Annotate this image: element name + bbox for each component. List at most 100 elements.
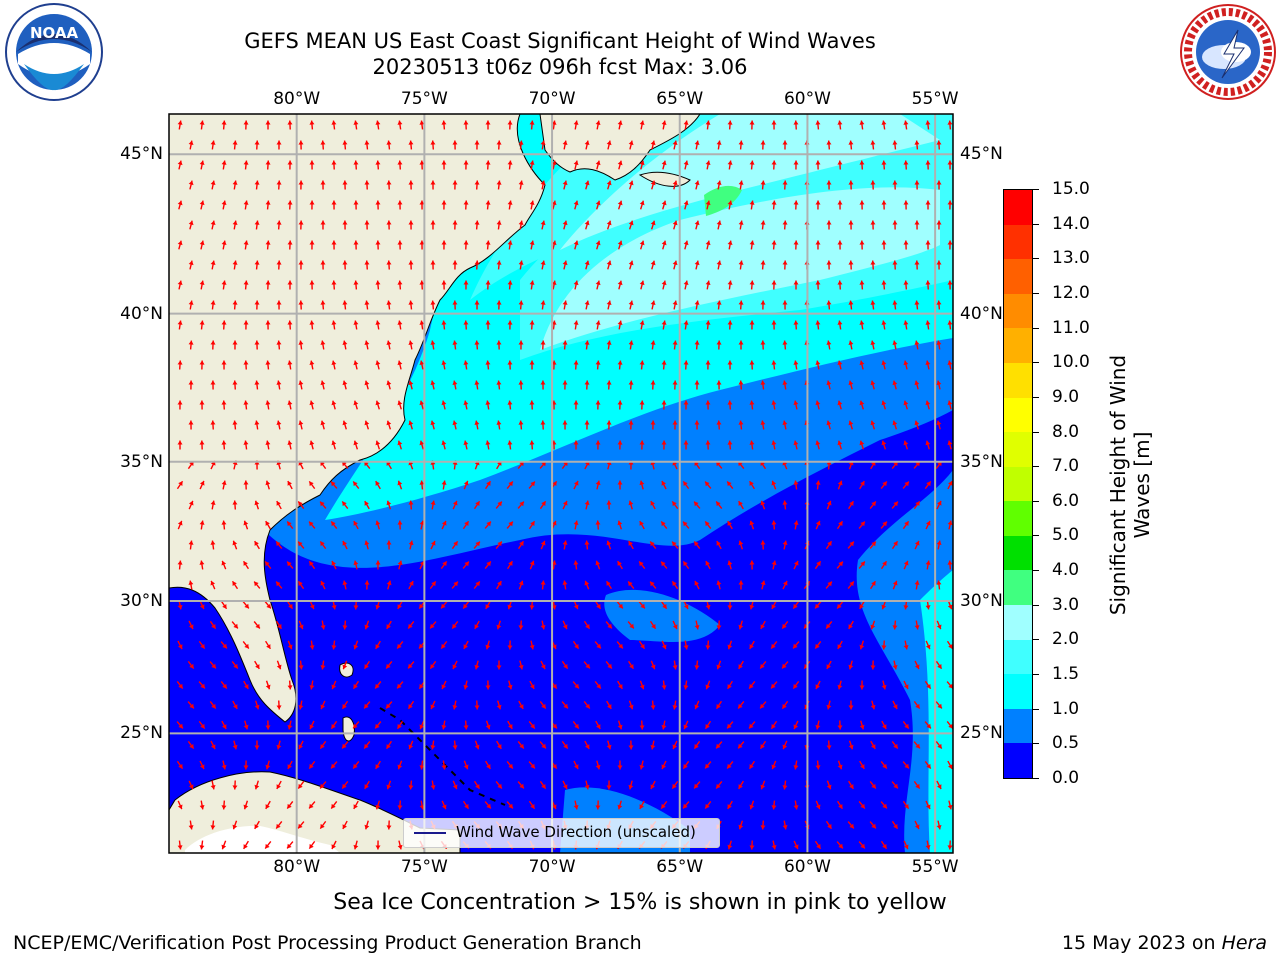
wind-arrow-head — [672, 665, 678, 670]
wind-arrow-head — [342, 140, 348, 145]
wind-arrow-head — [859, 685, 865, 690]
wind-arrow-head — [178, 644, 183, 650]
wind-arrow-head — [705, 240, 711, 246]
wind-arrow-head — [364, 300, 370, 305]
wind-arrow-head — [287, 160, 293, 165]
wind-arrow-head — [628, 180, 634, 186]
wind-arrow-head — [672, 501, 677, 507]
wind-arrow-head — [584, 784, 590, 790]
wind-arrow-head — [771, 723, 776, 729]
wind-arrow-head — [496, 624, 502, 630]
wind-arrow-head — [617, 765, 623, 770]
wind-arrow-head — [507, 400, 513, 405]
wind-arrow-head — [210, 540, 216, 545]
wind-arrow-head — [463, 440, 469, 446]
wind-arrow-head — [375, 360, 381, 366]
wind-arrow-head — [287, 440, 293, 446]
wind-arrow-head — [298, 220, 304, 225]
wind-arrow-head — [639, 160, 645, 166]
wind-arrow-head — [243, 360, 249, 365]
wind-arrow-head — [276, 140, 282, 145]
wind-arrow-head — [320, 501, 325, 507]
wind-arrow-head — [903, 844, 909, 850]
wind-arrow-head — [837, 644, 842, 649]
wind-arrow-head — [540, 180, 546, 186]
wind-arrow-head — [320, 743, 325, 749]
wind-arrow-head — [232, 180, 238, 185]
wind-arrow-head — [749, 804, 755, 810]
wind-arrow-head — [221, 844, 227, 850]
wind-arrow-head — [287, 521, 292, 527]
wind-arrow-head — [892, 580, 898, 586]
noaa-logo-text: NOAA — [30, 24, 79, 42]
wind-arrow-head — [903, 200, 909, 205]
wind-arrow-head — [254, 420, 260, 425]
wind-arrow-head — [683, 280, 689, 286]
wind-arrow-head — [298, 823, 303, 829]
colorbar-tick — [1033, 639, 1039, 641]
wind-arrow-head — [519, 783, 524, 789]
lon-label-top: 65°W — [656, 89, 704, 109]
wind-arrow-head — [266, 603, 271, 609]
wind-arrow-head — [331, 120, 337, 125]
wind-arrow-head — [364, 180, 370, 185]
wind-arrow-head — [508, 803, 513, 809]
wind-arrow-head — [507, 160, 513, 165]
wind-arrow-head — [617, 160, 623, 166]
wind-arrow-head — [463, 764, 469, 770]
wind-arrow-head — [760, 140, 766, 145]
wind-arrow-head — [408, 220, 414, 225]
wind-arrow-head — [683, 320, 689, 325]
wind-arrow-head — [265, 360, 271, 365]
wind-arrow-head — [947, 845, 953, 850]
wind-arrow-head — [893, 783, 898, 789]
wind-arrow-head — [397, 400, 403, 406]
wind-arrow-head — [859, 644, 865, 650]
wind-arrow-head — [936, 624, 942, 630]
wind-arrow-head — [838, 804, 843, 809]
wind-arrow-head — [474, 340, 480, 345]
wind-arrow-head — [320, 823, 325, 829]
wind-arrow-head — [793, 160, 799, 165]
wind-arrow-head — [782, 420, 788, 426]
wind-arrow-head — [837, 160, 843, 165]
wind-arrow-head — [397, 320, 403, 325]
wind-arrow-head — [672, 260, 678, 266]
wind-arrow-head — [453, 541, 458, 547]
wind-arrow-head — [408, 380, 414, 386]
wind-arrow-head — [705, 763, 710, 769]
wind-arrow-head — [782, 140, 788, 145]
wind-arrow-head — [309, 440, 315, 446]
wind-arrow-head — [441, 360, 447, 365]
wind-arrow-head — [694, 665, 700, 670]
wind-arrow-head — [892, 260, 898, 265]
wind-arrow-head — [320, 300, 326, 305]
colorbar-tick — [1033, 223, 1039, 225]
maritime-canada-land — [539, 114, 701, 181]
wind-arrow-head — [903, 360, 909, 366]
wind-arrow-head — [485, 604, 490, 609]
lat-label-right: 45°N — [960, 144, 1003, 165]
wind-arrow-head — [486, 803, 491, 809]
wind-arrow-head — [617, 561, 622, 566]
wind-arrow-head — [661, 764, 667, 770]
colorbar-tick-label: 3.0 — [1052, 594, 1080, 615]
wind-arrow-head — [639, 320, 645, 325]
wind-arrow-head — [870, 260, 876, 265]
wind-arrow-head — [441, 480, 447, 485]
wind-arrow-head — [529, 400, 535, 405]
wind-arrow-head — [408, 704, 413, 709]
wind-arrow-head — [683, 604, 689, 610]
wind-arrow-head — [617, 440, 623, 445]
wind-arrow-head — [199, 604, 205, 610]
wind-arrow-head — [837, 240, 843, 245]
wind-arrow-head — [716, 501, 721, 507]
wind-arrow-head — [903, 684, 909, 690]
wind-arrow-head — [243, 765, 249, 770]
wind-arrow-head — [452, 260, 458, 265]
wind-arrow-head — [882, 844, 887, 849]
wind-arrow-head — [530, 763, 535, 769]
wind-arrow-head — [859, 120, 865, 125]
wind-arrow-head — [925, 804, 931, 810]
wind-arrow-head — [573, 200, 579, 206]
